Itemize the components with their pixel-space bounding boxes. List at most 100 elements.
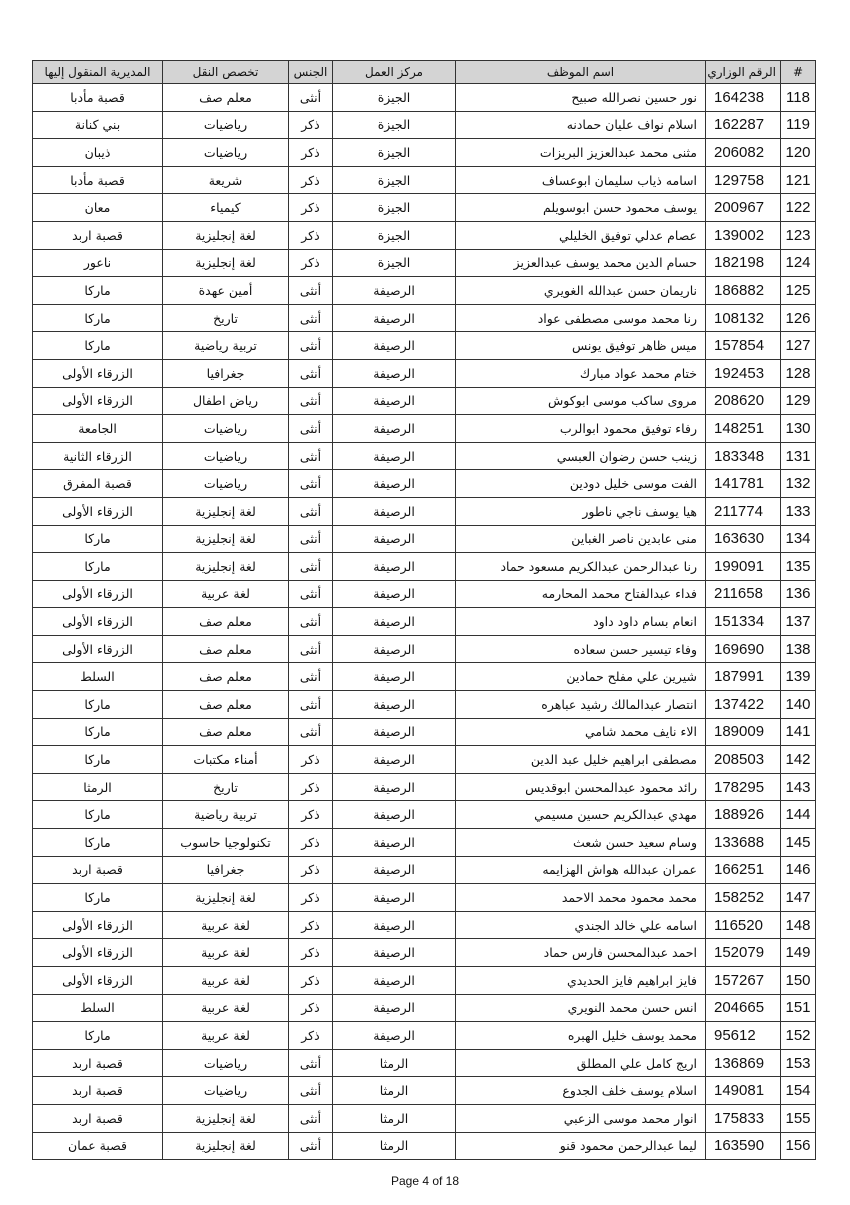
ministry-id: 178295 <box>705 772 781 802</box>
row-number: 148 <box>780 910 816 940</box>
specialty: معلم صف <box>162 662 289 692</box>
work-center: الجيزة <box>332 138 456 167</box>
employee-name: احمد عبدالمحسن فارس حماد <box>455 938 706 967</box>
gender: أنثى <box>288 662 333 692</box>
table-row: 118 164238 نور حسين نصرالله صبيح الجيزة أنثى… <box>32 83 816 112</box>
gender: ذكر <box>288 800 333 830</box>
gender: ذكر <box>288 910 333 940</box>
specialty: جغرافيا <box>162 358 289 388</box>
ministry-id: 162287 <box>705 110 781 140</box>
ministry-id: 129758 <box>705 165 781 195</box>
employee-name: مصطفى ابراهيم خليل عبد الدين <box>455 745 706 774</box>
directorate: الزرقاء الأولى <box>32 910 163 940</box>
gender: أنثى <box>288 524 333 554</box>
row-number: 137 <box>780 607 816 636</box>
gender: أنثى <box>288 1076 333 1105</box>
table-row: 147 158252 محمد محمود محمد الاحمد الرصيفة ذك… <box>32 883 816 912</box>
gender: ذكر <box>288 220 333 250</box>
directorate: ماركا <box>32 883 163 912</box>
table-row: 127 157854 ميس ظاهر توفيق يونس الرصيفة أنثى ت… <box>32 331 816 360</box>
gender: ذكر <box>288 165 333 195</box>
specialty: لغة عربية <box>162 966 289 995</box>
row-number: 128 <box>780 358 816 388</box>
employee-name: رائد محمود عبدالمحسن ابوقديس <box>455 772 706 802</box>
specialty: لغة عربية <box>162 910 289 940</box>
table-row: 132 141781 الفت موسى خليل دودين الرصيفة أنثى… <box>32 469 816 498</box>
employee-name: الاء نايف محمد شامي <box>455 717 706 747</box>
directorate: الجامعة <box>32 414 163 443</box>
work-center: الجيزة <box>332 165 456 195</box>
table-row: 122 200967 يوسف محمود حسن ابوسويلم الجيزة ذك… <box>32 193 816 222</box>
gender: أنثى <box>288 1103 333 1133</box>
specialty: أمناء مكتبات <box>162 745 289 774</box>
work-center: الرصيفة <box>332 717 456 747</box>
header-cell: # <box>780 60 816 84</box>
directorate: الزرقاء الأولى <box>32 386 163 416</box>
employee-name: وفاء تيسير حسن سعاده <box>455 634 706 664</box>
row-number: 140 <box>780 690 816 719</box>
specialty: رياضيات <box>162 110 289 140</box>
gender: ذكر <box>288 193 333 222</box>
table-row: 143 178295 رائد محمود عبدالمحسن ابوقديس الر… <box>32 772 816 802</box>
row-number: 122 <box>780 193 816 222</box>
work-center: الرصيفة <box>332 276 456 305</box>
employee-name: زينب حسن رضوان العبسي <box>455 441 706 471</box>
ministry-id: 149081 <box>705 1076 781 1105</box>
ministry-id: 175833 <box>705 1103 781 1133</box>
specialty: أمين عهدة <box>162 276 289 305</box>
specialty: كيمياء <box>162 193 289 222</box>
row-number: 150 <box>780 966 816 995</box>
row-number: 124 <box>780 248 816 278</box>
row-number: 156 <box>780 1131 816 1161</box>
work-center: الرصيفة <box>332 938 456 967</box>
directorate: الزرقاء الأولى <box>32 938 163 967</box>
ministry-id: 116520 <box>705 910 781 940</box>
header-cell: الجنس <box>288 60 333 84</box>
ministry-id: 183348 <box>705 441 781 471</box>
table-row: 144 188926 مهدي عبدالكريم حسين مسيمي الرصيف… <box>32 800 816 830</box>
work-center: الجيزة <box>332 220 456 250</box>
ministry-id: 95612 <box>705 1021 781 1050</box>
table-row: 131 183348 زينب حسن رضوان العبسي الرصيفة أنث… <box>32 441 816 471</box>
work-center: الرصيفة <box>332 690 456 719</box>
ministry-id: 211658 <box>705 579 781 609</box>
row-number: 143 <box>780 772 816 802</box>
gender: أنثى <box>288 690 333 719</box>
specialty: لغة إنجليزية <box>162 1103 289 1133</box>
employee-name: عصام عدلي توفيق الخليلي <box>455 220 706 250</box>
table-row: 125 186882 ناريمان حسن عبدالله الغويري الرص… <box>32 276 816 305</box>
directorate: ماركا <box>32 552 163 581</box>
ministry-id: 139002 <box>705 220 781 250</box>
directorate: ماركا <box>32 717 163 747</box>
header-cell: المديرية المنقول إليها <box>32 60 163 84</box>
directorate: قصبة اربد <box>32 220 163 250</box>
specialty: معلم صف <box>162 607 289 636</box>
row-number: 123 <box>780 220 816 250</box>
directorate: ماركا <box>32 690 163 719</box>
directorate: معان <box>32 193 163 222</box>
gender: أنثى <box>288 1131 333 1161</box>
specialty: لغة إنجليزية <box>162 524 289 554</box>
ministry-id: 163590 <box>705 1131 781 1161</box>
table-row: 154 149081 اسلام يوسف خلف الجدوع الرمثا أنثى… <box>32 1076 816 1105</box>
row-number: 134 <box>780 524 816 554</box>
employee-name: ناريمان حسن عبدالله الغويري <box>455 276 706 305</box>
specialty: لغة إنجليزية <box>162 248 289 278</box>
directorate: قصبة مأدبا <box>32 165 163 195</box>
table-row: 152 95612 محمد يوسف خليل الهبره الرصيفة ذكر ل… <box>32 1021 816 1050</box>
table-row: 156 163590 ليما عبدالرحمن محمود قنو الرمثا أ… <box>32 1131 816 1161</box>
ministry-id: 199091 <box>705 552 781 581</box>
employee-name: اريج كامل علي المطلق <box>455 1048 706 1078</box>
ministry-id: 166251 <box>705 855 781 885</box>
gender: ذكر <box>288 1021 333 1050</box>
work-center: الرصيفة <box>332 800 456 830</box>
table-row: 150 157267 فايز ابراهيم فايز الحديدي الرصيف… <box>32 966 816 995</box>
table-row: 140 137422 انتصار عبدالمالك رشيد عباهره الر… <box>32 690 816 719</box>
work-center: الرصيفة <box>332 552 456 581</box>
ministry-id: 157267 <box>705 966 781 995</box>
specialty: لغة عربية <box>162 938 289 967</box>
specialty: معلم صف <box>162 690 289 719</box>
work-center: الجيزة <box>332 83 456 112</box>
table-row: 134 163630 منى عابدين ناصر الغباين الرصيفة أ… <box>32 524 816 554</box>
directorate: ماركا <box>32 828 163 857</box>
